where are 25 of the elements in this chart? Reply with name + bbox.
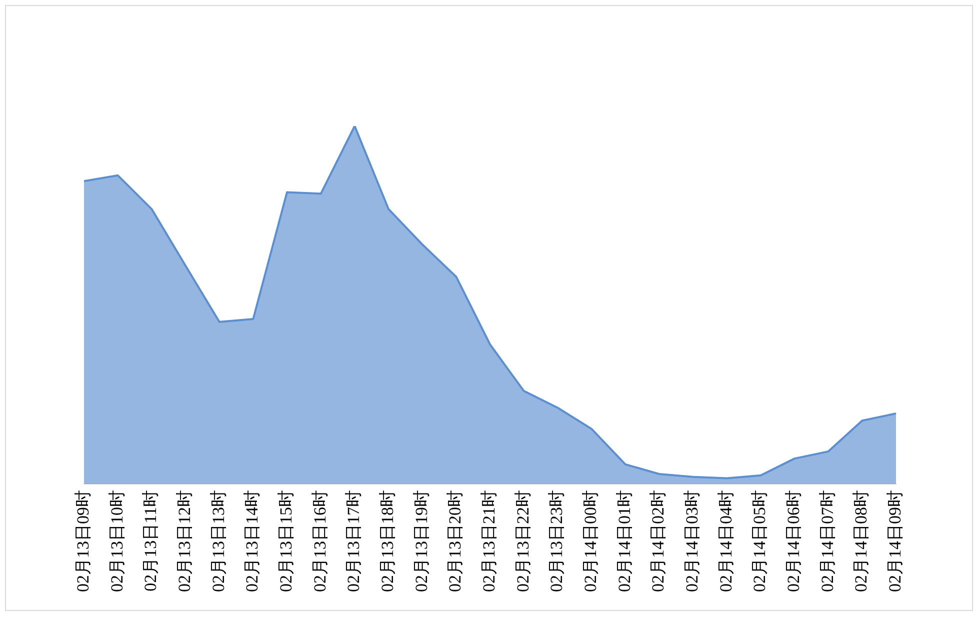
x-tick-label: 02月13日18时 — [378, 490, 397, 592]
x-tick-label: 02月13日13时 — [208, 490, 228, 592]
x-tick-label: 02月13日09时 — [73, 490, 92, 592]
x-tick-label: 02月13日21时 — [479, 490, 498, 592]
x-tick-label: 02月13日23时 — [547, 490, 566, 592]
x-tick-label: 02月14日06时 — [784, 490, 803, 592]
x-tick-label: 02月14日04时 — [716, 490, 736, 592]
x-tick-label: 02月13日20时 — [446, 490, 465, 592]
x-tick-label: 02月13日22时 — [513, 490, 532, 592]
x-tick-label: 02月14日02时 — [648, 490, 668, 592]
x-tick-label: 02月13日14时 — [242, 490, 262, 592]
x-tick-label: 02月13日11时 — [141, 490, 160, 592]
x-tick-label: 02月13日12时 — [174, 490, 194, 592]
x-tick-label: 02月14日00时 — [580, 490, 600, 592]
x-tick-label: 02月14日03时 — [682, 490, 702, 592]
x-tick-label: 02月13日16时 — [310, 490, 330, 592]
x-tick-label: 02月14日08时 — [852, 490, 871, 592]
x-tick-label: 02月13日10时 — [107, 490, 126, 592]
x-tick-label: 02月14日01时 — [614, 490, 634, 592]
x-tick-label: 02月14日07时 — [818, 490, 837, 592]
x-tick-label: 02月13日17时 — [344, 490, 364, 592]
x-tick-label: 02月13日15时 — [276, 490, 296, 592]
x-tick-label: 02月14日05时 — [750, 490, 770, 592]
x-tick-label: 02月14日09时 — [885, 490, 904, 592]
x-tick-label: 02月13日19时 — [412, 490, 431, 592]
